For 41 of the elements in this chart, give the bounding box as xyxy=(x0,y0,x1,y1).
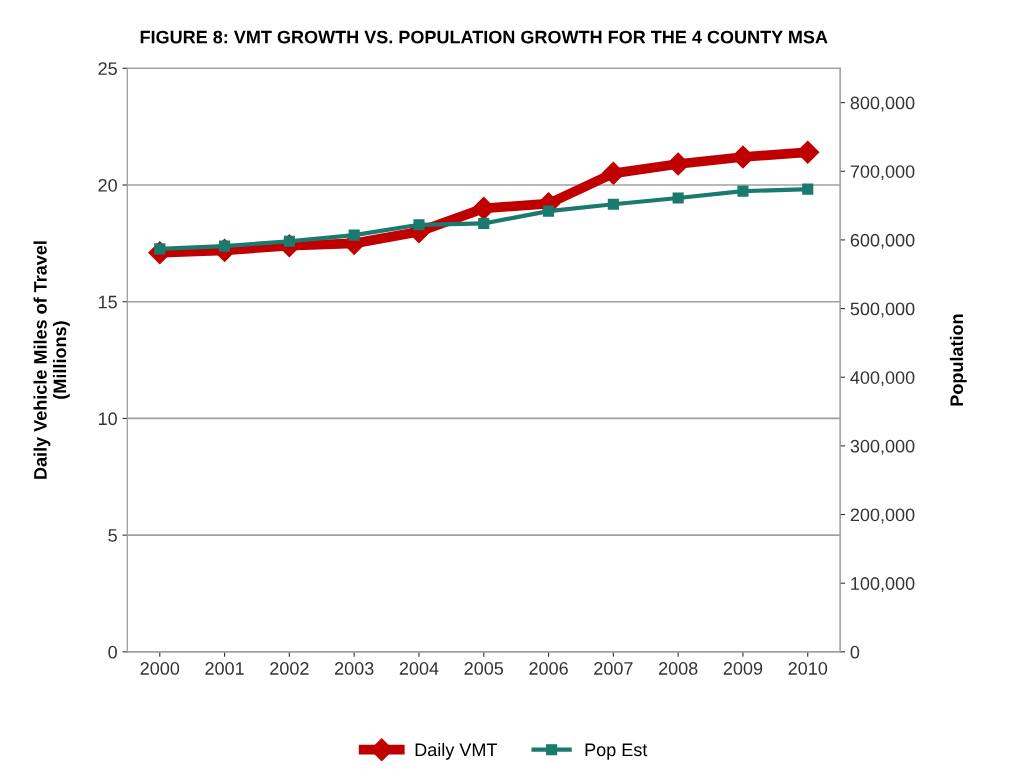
y2-tick-label: 700,000 xyxy=(850,165,915,181)
point xyxy=(601,161,625,185)
point xyxy=(478,217,490,230)
x-tick-label: 2003 xyxy=(335,662,374,675)
point xyxy=(672,192,684,204)
x-tick-label: 2010 xyxy=(788,662,828,675)
y2-tick-label: 200,000 xyxy=(850,508,915,524)
point xyxy=(666,152,690,176)
point xyxy=(348,229,360,241)
point xyxy=(737,185,749,197)
x-tick-label: 2009 xyxy=(723,662,763,675)
chart-title: FIGURE 8: VMT GROWTH VS. POPULATION GROWTH FOR THE 4 COUNTY MSA xyxy=(140,30,828,44)
point xyxy=(543,205,555,217)
x-tick-label: 2006 xyxy=(529,662,568,675)
y-tick-label: 15 xyxy=(98,295,117,309)
y2-tick-label: 600,000 xyxy=(850,233,915,249)
y-tick-label: 25 xyxy=(98,62,117,76)
y2-tick-label: 400,000 xyxy=(850,371,915,387)
x-tick-label: 2000 xyxy=(140,662,180,675)
point xyxy=(802,183,814,195)
legend-label: Pop Est xyxy=(585,743,648,760)
x-tick-label: 2007 xyxy=(594,662,633,675)
point xyxy=(607,198,619,210)
y-tick-label: 0 xyxy=(108,645,117,659)
y2-tick-label: 0 xyxy=(850,645,860,659)
x-tick-label: 2004 xyxy=(399,662,439,675)
y2-tick-label: 100,000 xyxy=(851,577,915,593)
y-tick-label: 10 xyxy=(98,412,117,426)
x-tick-label: 2008 xyxy=(658,662,698,675)
point xyxy=(413,219,425,231)
y2-tick-label: 500,000 xyxy=(850,302,915,318)
x-tick-label: 2001 xyxy=(205,662,244,675)
y-tick-label: 20 xyxy=(98,178,117,192)
x-tick-label: 2005 xyxy=(464,662,504,675)
y-axis-title: Daily Vehicle Miles of Travel (Millions) xyxy=(33,241,70,479)
y2-axis-title: Population xyxy=(949,314,967,406)
y2-tick-label: 800,000 xyxy=(850,96,915,112)
y-tick-label: 5 xyxy=(108,529,117,542)
legend-label: Daily VMT xyxy=(415,742,498,760)
y2-tick-label: 300,000 xyxy=(850,439,915,455)
x-tick-label: 2002 xyxy=(270,662,309,675)
